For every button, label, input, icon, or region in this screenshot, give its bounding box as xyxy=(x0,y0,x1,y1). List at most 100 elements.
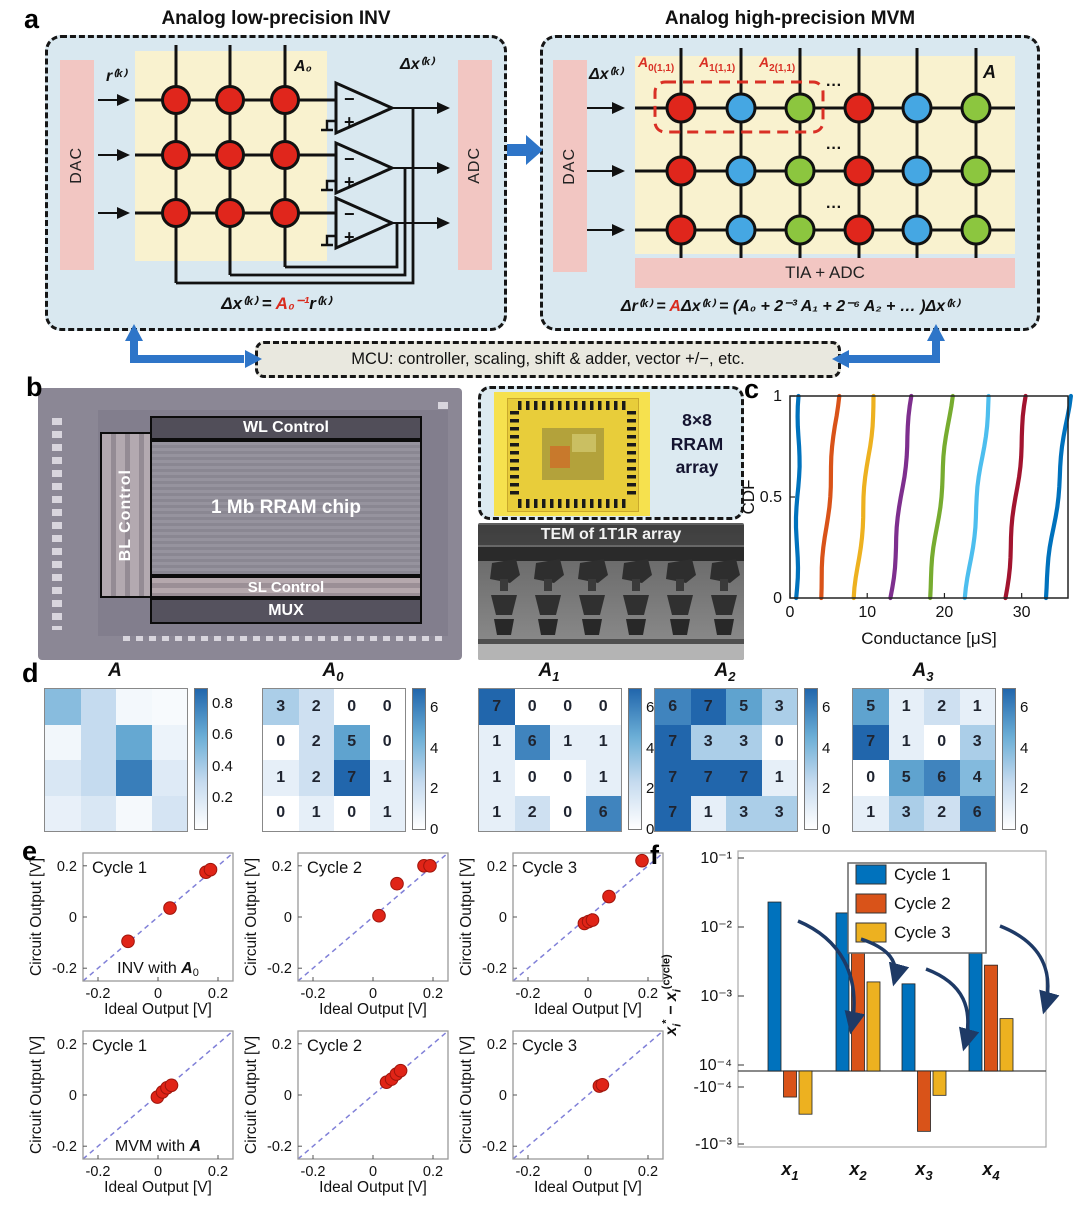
svg-text:0: 0 xyxy=(786,604,795,621)
svg-text:Cycle 1: Cycle 1 xyxy=(92,859,147,877)
heatmap-cell: 3 xyxy=(690,724,726,760)
mvm-formula: Δr⁽ᵏ⁾ = AΔx⁽ᵏ⁾ = (A₀ + 2⁻³ A₁ + 2⁻⁶ A₂ +… xyxy=(543,296,1037,316)
svg-text:x2: x2 xyxy=(848,1159,867,1183)
svg-text:Circuit Output [V]: Circuit Output [V] xyxy=(458,1036,475,1154)
rram-package-photo xyxy=(494,392,650,516)
adc-label: ADC xyxy=(466,146,483,184)
colorbar-tick: 4 xyxy=(1020,739,1029,757)
svg-text:Conductance [μS]: Conductance [μS] xyxy=(861,629,997,648)
svg-text:-0.2: -0.2 xyxy=(86,1164,111,1180)
svg-text:0.2: 0.2 xyxy=(272,1037,292,1053)
heatmap-cell xyxy=(45,724,81,760)
scatter-plot-3: -0.2 -0.2 0 0 0.2 0.2 Cycle 3 Ideal Output [V] C… xyxy=(458,852,664,1018)
colorbar-tick: 6 xyxy=(430,699,439,717)
heatmap-cell: 7 xyxy=(479,689,515,725)
heatmap-cell: 0 xyxy=(924,724,960,760)
heatmap-cell: 7 xyxy=(655,724,691,760)
heatmap-cell: 0 xyxy=(550,760,586,796)
svg-text:CDF: CDF xyxy=(739,480,758,515)
heatmap-cell xyxy=(45,795,81,831)
heatmap-cell: 1 xyxy=(479,760,515,796)
svg-text:-0.2: -0.2 xyxy=(516,986,541,1002)
dac-block-right: DAC xyxy=(553,60,587,272)
cdf-curve-7 xyxy=(1003,393,1028,601)
svg-text:x3: x3 xyxy=(914,1159,933,1183)
heatmap-title-A2: A2 xyxy=(714,660,736,684)
svg-text:0: 0 xyxy=(773,590,782,607)
svg-text:-0.2: -0.2 xyxy=(482,1139,507,1155)
heatmap-cell xyxy=(80,795,116,831)
bar-chart-svg: 10⁻¹ 10⁻² 10⁻³ 10⁻⁴ -10⁻⁴ -10⁻³ x1 x2 x3 x4 Cycle … xyxy=(694,850,1060,1183)
heatmap-cell: 6 xyxy=(655,689,691,725)
svg-text:Circuit Output [V]: Circuit Output [V] xyxy=(28,858,45,976)
tem-image: TEM of 1T1R array xyxy=(478,523,744,660)
panel-a-right-title: Analog high-precision MVM xyxy=(664,8,916,29)
colorbar-tick: 6 xyxy=(822,699,831,717)
panel-label-b: b xyxy=(26,372,43,402)
colorbar-tick: 6 xyxy=(1020,699,1029,717)
svg-text:Circuit Output [V]: Circuit Output [V] xyxy=(28,1036,45,1154)
scatter-point xyxy=(595,1077,610,1092)
annotation-a2: A2(1,1) xyxy=(759,54,796,74)
panel-label-d: d xyxy=(22,658,39,688)
heatmap-cell: 7 xyxy=(690,760,726,796)
f-ylabel: xi* − xi(cycle) xyxy=(660,954,684,1036)
rram-cell xyxy=(960,155,992,187)
scatter-plot-4: -0.2 -0.2 0 0 0.2 0.2 Cycle 1 MVM with A Ideal O… xyxy=(28,1030,234,1196)
colorbar-tick: 2 xyxy=(430,780,439,798)
cdf-curve-6 xyxy=(962,393,991,601)
heatmap-cell: 4 xyxy=(959,760,995,796)
heatmap-cell: 1 xyxy=(263,760,299,796)
decrease-arrow xyxy=(797,919,866,1035)
heatmap-cell: 0 xyxy=(369,724,405,760)
bond-pads-left xyxy=(52,418,62,630)
rram-cell xyxy=(784,92,816,124)
heatmap-cell: 1 xyxy=(585,724,621,760)
svg-text:INV with A0: INV with A0 xyxy=(117,960,199,979)
heatmap-colorbar xyxy=(1002,688,1016,830)
rram-cell xyxy=(215,140,245,170)
svg-text:0.2: 0.2 xyxy=(423,986,443,1002)
inv-crossbar-panel: DAC ADC r⁽ᵏ⁾ A₀ Δx⁽ᵏ⁾ Δx⁽ᵏ⁾ = A₀⁻¹r⁽ᵏ⁾ −… xyxy=(45,35,507,331)
svg-text:Ideal Output [V]: Ideal Output [V] xyxy=(319,1001,427,1018)
svg-text:10: 10 xyxy=(858,604,876,621)
heatmap-cell: 6 xyxy=(585,795,621,831)
mcu-block: MCU: controller, scaling, shift & adder,… xyxy=(255,341,841,378)
svg-text:10⁻⁴: 10⁻⁴ xyxy=(699,1057,732,1074)
inv-crossbar-svg: − + − + − + xyxy=(98,45,450,285)
colorbar-tick: 0 xyxy=(430,821,439,838)
colorbar-tick: 0 xyxy=(1020,821,1029,838)
rram-cell xyxy=(843,92,875,124)
svg-text:20: 20 xyxy=(936,604,954,621)
cdf-curve-2 xyxy=(819,393,842,601)
heatmap-cell: 3 xyxy=(761,795,797,831)
rram-cell xyxy=(161,140,191,170)
svg-text:0: 0 xyxy=(154,1164,162,1180)
heatmap-cell: 1 xyxy=(853,795,889,831)
scatter-point xyxy=(390,876,404,891)
svg-text:-0.2: -0.2 xyxy=(86,986,111,1002)
rram-die xyxy=(542,428,604,480)
rram-cell xyxy=(901,155,933,187)
heatmap-cell xyxy=(80,724,116,760)
scatter-plot-6: -0.2 -0.2 0 0 0.2 0.2 Cycle 3 Ideal Output [V] C… xyxy=(458,1030,664,1196)
mvm-crossbar-svg: ··· ··· ··· xyxy=(587,48,1015,258)
svg-text:+: + xyxy=(344,227,355,247)
svg-text:1: 1 xyxy=(773,388,782,405)
heatmap-cell: 6 xyxy=(514,724,550,760)
svg-text:Ideal Output [V]: Ideal Output [V] xyxy=(104,1001,212,1018)
heatmap-cell xyxy=(151,795,187,831)
bar-cycle1-x2 xyxy=(835,912,850,1072)
cdf-svg: 0 10 20 30 0 0.5 1 Conductance [μS] CDF xyxy=(739,388,1073,648)
panel-label-e: e xyxy=(22,836,38,866)
panel-label-f: f xyxy=(650,840,659,870)
heatmap-cell: 1 xyxy=(369,795,405,831)
svg-text:Cycle 1: Cycle 1 xyxy=(894,865,951,884)
cdf-curve-1 xyxy=(793,393,802,601)
heatmap-cell: 2 xyxy=(298,760,334,796)
input-vector-label: r⁽ᵏ⁾ xyxy=(106,68,127,85)
rram-cell xyxy=(784,214,816,246)
